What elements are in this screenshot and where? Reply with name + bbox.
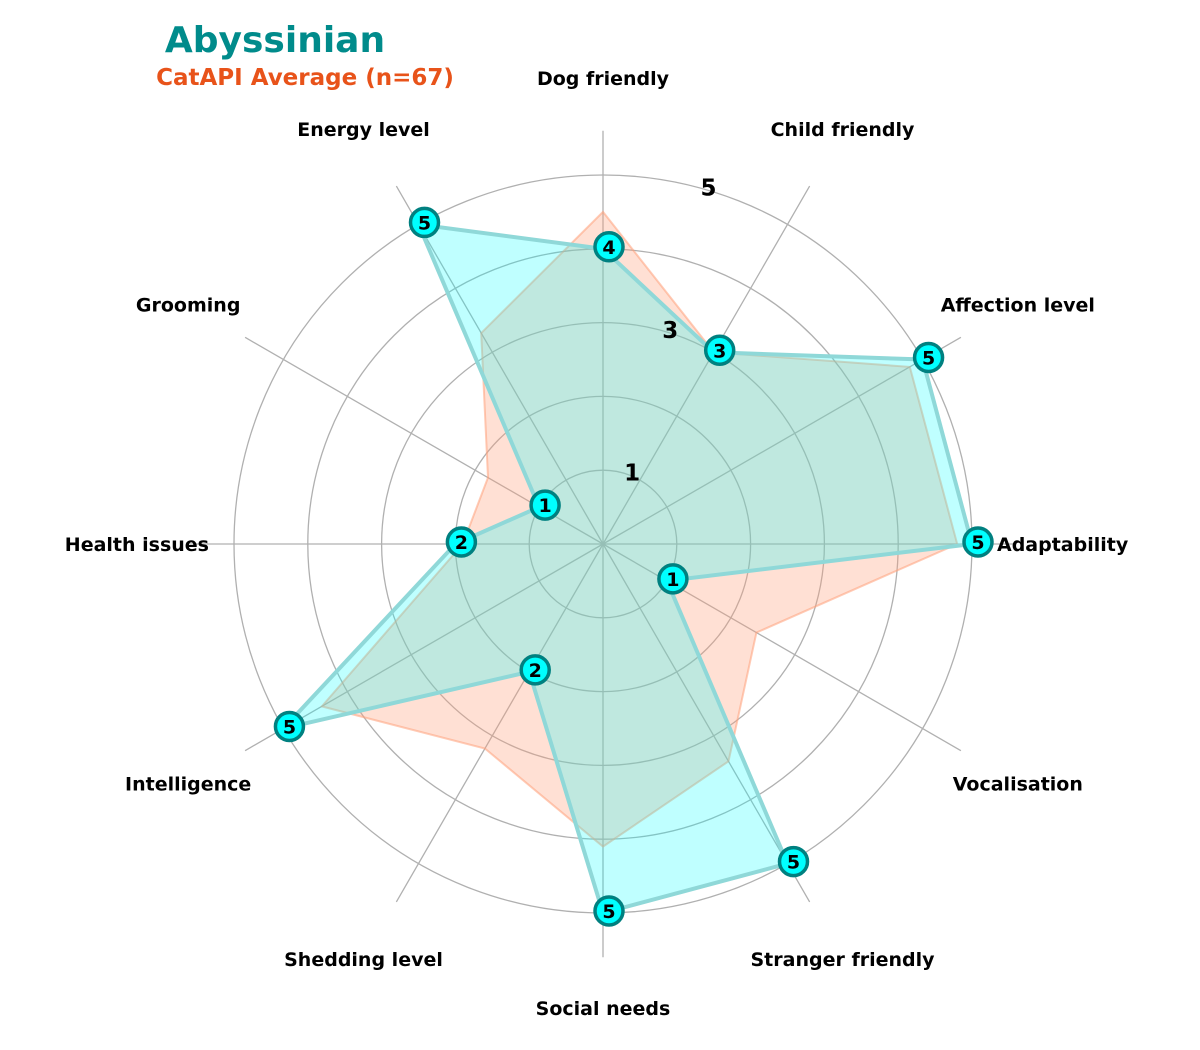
axis-label-12: Energy level (297, 119, 430, 141)
data-point-8: 2 (519, 654, 551, 686)
data-point-label-5: 1 (666, 569, 679, 591)
data-point-11: 1 (529, 489, 561, 521)
data-point-label-1: 4 (602, 237, 615, 259)
data-point-label-7: 5 (602, 901, 615, 923)
spoke-9 (244, 543, 604, 752)
data-point-4: 5 (962, 526, 994, 558)
chart-subtitle: CatAPI Average (n=67) (156, 65, 454, 91)
data-point-label-10: 2 (455, 532, 468, 554)
data-point-marker-8 (519, 654, 551, 686)
spoke-2 (602, 185, 811, 545)
data-point-marker-11 (529, 489, 561, 521)
data-point-marker-6 (777, 845, 810, 878)
data-point-label-2: 3 (713, 340, 726, 362)
grid (189, 130, 1017, 958)
data-point-1: 4 (593, 231, 625, 263)
data-point-label-11: 1 (538, 495, 551, 517)
chart-title: Abyssinian (165, 20, 385, 61)
r-tick-label-5: 5 (700, 176, 716, 202)
data-point-label-9: 5 (283, 717, 296, 739)
data-point-marker-5 (657, 563, 689, 595)
data-point-2: 3 (703, 334, 736, 367)
axis-label-11: Grooming (136, 295, 241, 317)
axis-label-2: Child friendly (771, 119, 915, 141)
axis-label-7: Social needs (536, 998, 671, 1020)
axis-label-5: Vocalisation (953, 774, 1083, 796)
axis-label-10: Health issues (65, 534, 209, 556)
r-tick-label-1: 1 (624, 461, 640, 487)
data-markers: 4 3 5 5 1 5 5 2 5 2 1 5 (273, 206, 994, 927)
data-point-5: 1 (657, 563, 689, 595)
axis-label-3: Affection level (941, 295, 1095, 317)
data-point-10: 2 (445, 526, 478, 558)
data-point-6: 5 (777, 845, 810, 878)
data-point-marker-9 (273, 710, 306, 743)
axis-label-4: Adaptability (997, 534, 1129, 556)
spoke-3 (602, 336, 962, 545)
data-point-3: 5 (912, 341, 945, 374)
spoke-8 (395, 543, 604, 903)
series-layer (277, 210, 975, 916)
data-point-marker-2 (703, 334, 736, 367)
data-point-label-8: 2 (529, 660, 542, 682)
data-point-marker-3 (912, 341, 945, 374)
data-point-label-3: 5 (922, 348, 935, 370)
data-point-label-6: 5 (787, 852, 800, 874)
data-point-marker-7 (593, 895, 625, 927)
data-point-9: 5 (273, 710, 306, 743)
series-average-area (319, 210, 959, 848)
axis-label-6: Stranger friendly (750, 949, 935, 971)
data-point-12: 5 (408, 206, 441, 239)
spoke-6 (602, 543, 811, 903)
data-point-marker-4 (962, 526, 994, 558)
data-point-7: 5 (593, 895, 625, 927)
data-point-marker-12 (408, 206, 441, 239)
data-point-label-12: 5 (418, 212, 431, 234)
axis-label-9: Intelligence (125, 774, 251, 796)
spoke-12 (395, 185, 604, 545)
data-point-marker-1 (593, 231, 625, 263)
data-point-label-4: 5 (971, 532, 984, 554)
r-tick-label-3: 3 (662, 318, 678, 344)
axis-label-8: Shedding level (284, 949, 443, 971)
data-point-marker-10 (445, 526, 478, 558)
axis-label-1: Dog friendly (537, 68, 670, 90)
radial-tick-labels: 1 3 5 (624, 176, 716, 487)
axis-labels: Dog friendly Child friendly Affection leve… (65, 68, 1129, 1020)
